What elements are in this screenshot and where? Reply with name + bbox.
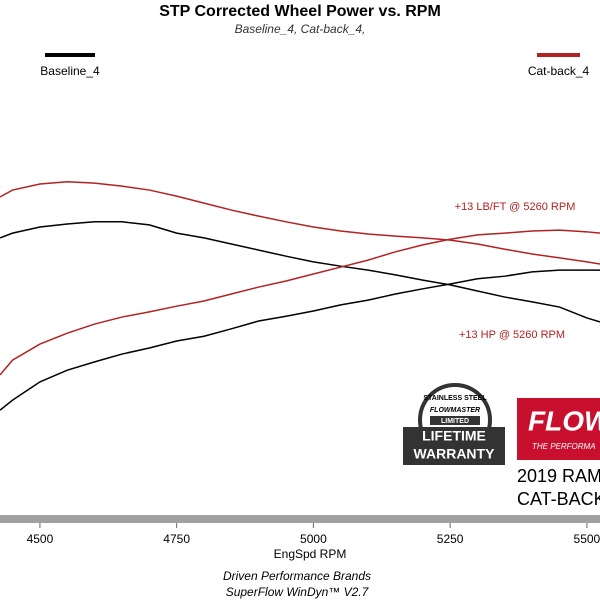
series-line bbox=[0, 229, 600, 376]
caption: 2019 RAM bbox=[517, 466, 600, 486]
caption: CAT-BACK bbox=[517, 489, 600, 509]
series-line bbox=[0, 269, 600, 411]
x-tick-label: 4500 bbox=[27, 532, 54, 546]
badge-text: STAINLESS STEEL bbox=[423, 395, 487, 402]
legend-label: Baseline_4 bbox=[40, 64, 100, 78]
badge-text: LIFETIME bbox=[422, 428, 486, 444]
badge-text: WARRANTY bbox=[414, 446, 496, 462]
series-line bbox=[0, 221, 600, 323]
chart-subtitle: Baseline_4, Cat-back_4, bbox=[235, 22, 366, 36]
chart-title: STP Corrected Wheel Power vs. RPM bbox=[159, 3, 441, 20]
logo-text: THE PERFORMA bbox=[532, 442, 596, 451]
x-tick-label: 4750 bbox=[163, 532, 190, 546]
x-tick-label: 5500 bbox=[574, 532, 600, 546]
plot-area bbox=[0, 181, 600, 411]
x-axis-band bbox=[0, 515, 600, 523]
badge-text: FLOWMASTER bbox=[430, 407, 480, 414]
footer: SuperFlow WinDyn™ V2.7 bbox=[226, 585, 370, 599]
x-axis-label: EngSpd RPM bbox=[274, 547, 347, 561]
logo-text: FLOW bbox=[528, 405, 600, 436]
badge-text: LIMITED bbox=[441, 418, 469, 425]
series-line bbox=[0, 181, 600, 265]
legend-label: Cat-back_4 bbox=[528, 64, 590, 78]
annotation: +13 LB/FT @ 5260 RPM bbox=[455, 201, 576, 213]
x-tick-label: 5250 bbox=[437, 532, 464, 546]
footer: Driven Performance Brands bbox=[223, 569, 371, 583]
x-tick-label: 5000 bbox=[300, 532, 327, 546]
annotation: +13 HP @ 5260 RPM bbox=[459, 329, 565, 341]
brand-logo: FLOW THE PERFORMA bbox=[517, 398, 600, 460]
warranty-badge: STAINLESS STEEL FLOWMASTER LIMITED LIFET… bbox=[403, 383, 505, 465]
